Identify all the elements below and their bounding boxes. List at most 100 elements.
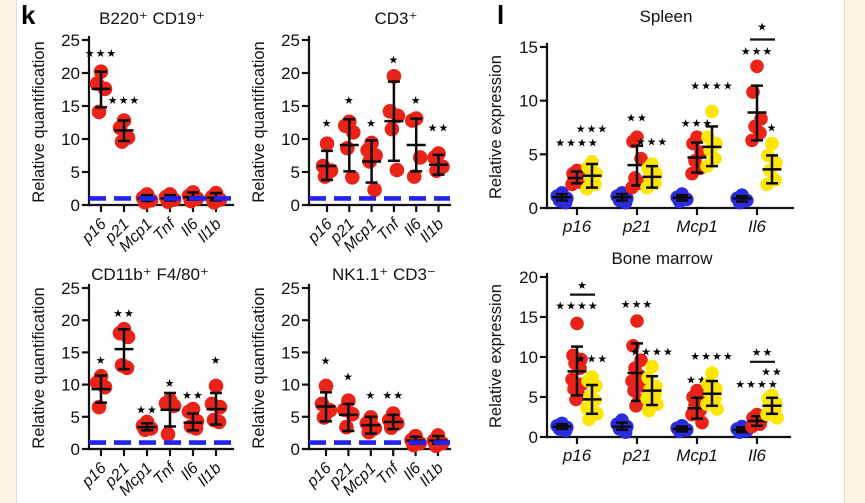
significance-stars: ★★★ [576, 352, 609, 365]
data-point [389, 162, 405, 178]
chart-b220: 0 5 10 15 20 25 B220⁺ CD19⁺ Relative quantifica… [30, 9, 235, 255]
panel-letter-l: l [497, 0, 505, 30]
x-tick-label: Il6 [748, 446, 767, 465]
y-tick-label: 10 [519, 92, 538, 111]
y-tick-label: 0 [291, 196, 300, 215]
error-bar [687, 141, 707, 174]
error-bar [114, 119, 134, 143]
chart-spleen: 0 5 10 15 Spleen Relative expression p16 p21 Mcp… [487, 7, 795, 236]
y-tick-label: 0 [71, 196, 80, 215]
error-bar [384, 80, 404, 163]
chart-title: NK1.1⁺ CD3⁻ [332, 265, 436, 284]
error-bar [137, 421, 157, 432]
series-cd3-mcp1-red: ★ [360, 117, 383, 198]
data-point [319, 136, 335, 151]
data-point [570, 316, 584, 331]
x-tick-label: p21 [622, 217, 651, 236]
y-tick-label: 15 [61, 343, 80, 362]
significance-stars: ★★★★ [690, 79, 733, 92]
data-point [406, 169, 422, 184]
y-tick-label: 15 [281, 343, 300, 362]
series-cd11b-il6-red: ★★ [181, 389, 205, 436]
series-nk11-mcp1-red: ★ [359, 389, 383, 440]
series-spleen-p21-yellow: ★★★ [636, 135, 667, 195]
data-point [119, 360, 135, 376]
significance-stars: ★★ [752, 346, 774, 359]
y-tick-label: 10 [281, 376, 300, 395]
series-spleen-il6-red: ★★★ [741, 45, 772, 148]
panel-letter-k: k [21, 0, 36, 30]
data-point [340, 140, 355, 156]
series-nk11-tnf-red: ★★ [381, 389, 405, 436]
y-tick-label: 5 [71, 163, 80, 182]
significance-stars: ★ [211, 354, 222, 367]
y-tick-label: 10 [61, 130, 80, 149]
error-bar [114, 327, 134, 371]
y-tick-label: 5 [291, 408, 300, 427]
y-tick-label: 5 [529, 388, 538, 407]
x-tick-label: p16 [562, 446, 592, 465]
error-bar [317, 149, 337, 182]
error-bar [362, 139, 382, 184]
series-cd3-tnf-red: ★ [382, 54, 406, 178]
significance-stars: ★★★ [85, 47, 118, 60]
significance-stars: ★ [577, 279, 588, 292]
significance-stars: ★ [322, 117, 333, 130]
significance-stars: ★ [96, 354, 107, 367]
error-bar [612, 421, 632, 432]
significance-stars: ★★ [626, 112, 648, 125]
error-bar [429, 153, 448, 176]
error-bar [642, 374, 662, 407]
page-border-right [844, 0, 865, 503]
error-bar [160, 391, 180, 428]
chart-title: CD3⁺ [375, 9, 418, 28]
series-bm-p21-blue [610, 413, 634, 440]
data-point [211, 414, 227, 430]
y-axis-label: Relative expression [487, 55, 505, 199]
series-spleen-mcp1-yellow: ★★★★ [690, 79, 733, 173]
significance-stars: ★★ [382, 389, 404, 402]
x-tick-label: Tnf [150, 215, 179, 244]
series-cd3-p16-red: ★ [315, 117, 339, 184]
y-axis-label: Relative quantification [30, 287, 48, 448]
x-tick-label: p21 [622, 446, 651, 465]
error-bar [642, 164, 662, 189]
error-bar [732, 194, 752, 203]
y-tick-label: 0 [529, 428, 538, 447]
error-bar [702, 125, 722, 168]
y-tick-label: 25 [281, 31, 300, 50]
x-tick-label: Il1b [417, 216, 447, 246]
x-tick-label: Tnf [374, 215, 403, 244]
chart-bm: 0 5 10 15 20 Bone marrow Relative expression p1… [487, 249, 792, 465]
error-bar [672, 193, 692, 202]
data-point [160, 426, 176, 442]
x-tick-label: Il1b [195, 216, 225, 246]
y-tick-label: 20 [281, 311, 300, 330]
data-point [318, 378, 334, 394]
significance-stars: ★★★ [108, 94, 141, 107]
x-tick-label: Il6 [748, 217, 767, 236]
y-tick-label: 15 [281, 97, 300, 116]
x-tick-label: Tnf [150, 459, 179, 488]
chart-title: Spleen [640, 7, 693, 26]
significance-stars: ★ [411, 94, 422, 107]
data-point [765, 136, 779, 151]
series-cd3-il1b-red: ★★ [427, 122, 450, 178]
series-b220-p16-red: ★★★ [85, 47, 118, 120]
series-spleen-p16-blue [550, 186, 574, 210]
y-tick-label: 15 [61, 97, 80, 116]
error-bar [762, 154, 782, 185]
data-point [582, 412, 596, 427]
series-bm-il6-yellow: ★★ [760, 365, 784, 425]
data-point [645, 359, 659, 374]
error-bar [206, 391, 226, 426]
series-cd11b-p21-red: ★★ [112, 307, 136, 376]
significance-stars: ★★★ [681, 117, 714, 130]
data-point [642, 403, 656, 418]
data-point [705, 104, 719, 119]
error-bar [612, 192, 632, 202]
y-tick-label: 10 [281, 130, 300, 149]
significance-stars: ★★★ [621, 298, 654, 311]
